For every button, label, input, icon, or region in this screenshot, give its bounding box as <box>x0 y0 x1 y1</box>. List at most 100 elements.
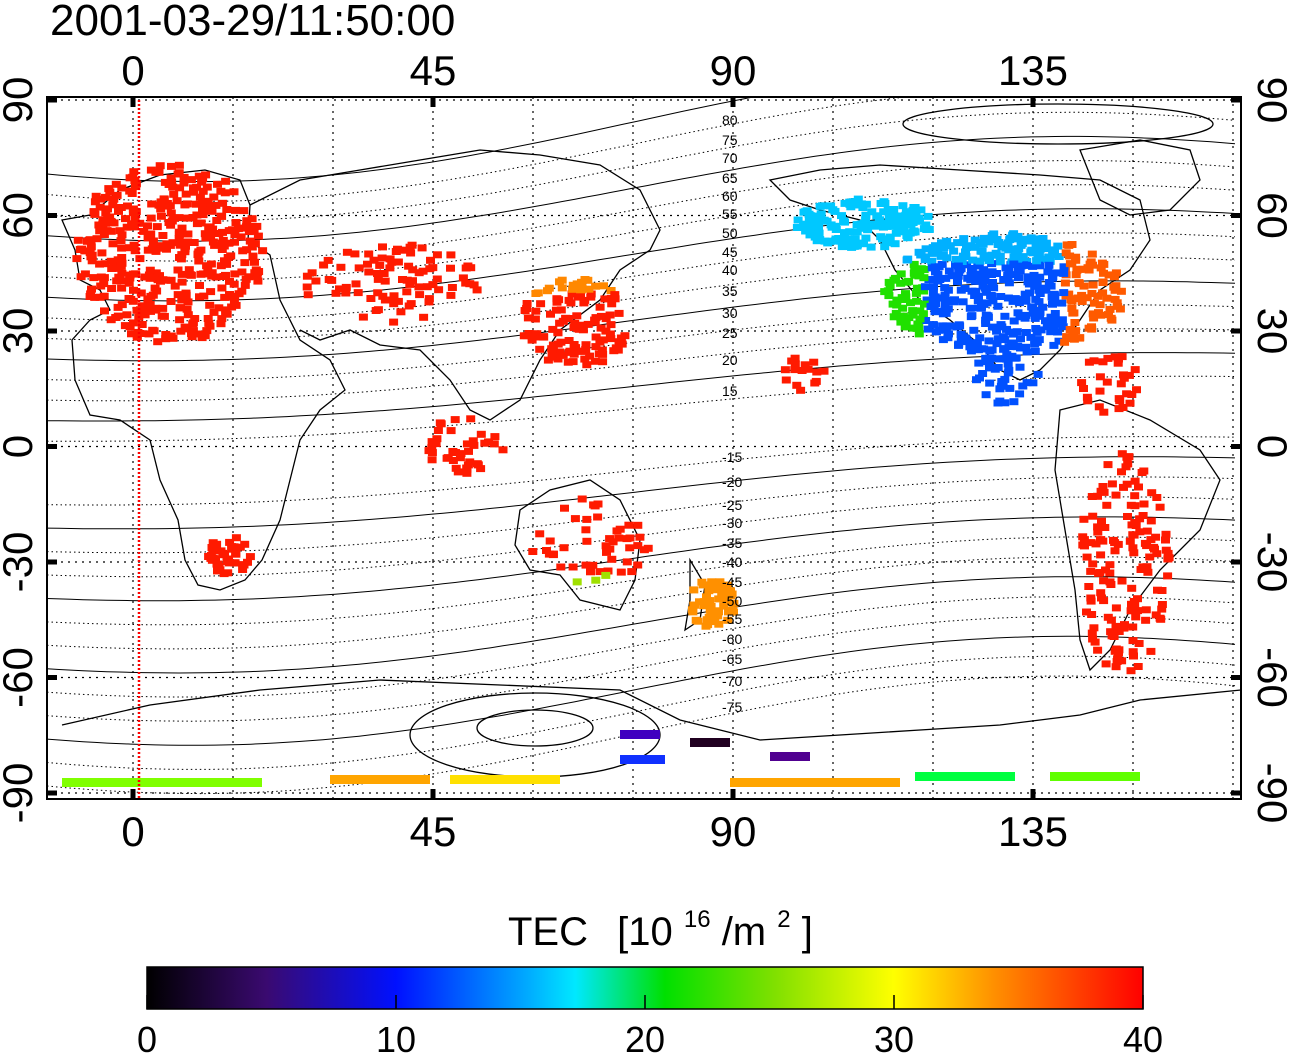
tec-sample <box>803 365 813 373</box>
tec-sample <box>988 297 998 305</box>
tec-sample <box>1028 379 1038 387</box>
tec-sample <box>902 256 912 264</box>
timestamp-title: 2001-03-29/11:50:00 <box>50 0 455 45</box>
tec-sample <box>252 272 262 280</box>
tec-sample <box>633 542 643 550</box>
tec-sample <box>236 233 246 241</box>
tec-sample <box>861 200 871 208</box>
tec-sample <box>462 469 472 477</box>
tec-sample <box>949 322 959 330</box>
tec-sample <box>1090 638 1100 646</box>
tec-sample <box>1009 317 1019 325</box>
tec-sample <box>247 215 257 223</box>
tec-sample <box>697 578 707 586</box>
tec-sample <box>127 330 136 338</box>
tec-sample <box>901 321 911 328</box>
map-area <box>47 97 1241 799</box>
tec-sample <box>184 266 194 274</box>
tec-sample <box>1060 279 1070 287</box>
tec-sample <box>1041 245 1051 253</box>
tec-sample <box>1030 282 1040 290</box>
left-lat-label: -30 <box>0 532 41 593</box>
tec-sample <box>1157 605 1167 613</box>
tec-sample <box>226 252 236 260</box>
tec-sample <box>211 201 221 209</box>
tec-sample <box>1141 616 1151 624</box>
tec-sample <box>489 440 499 448</box>
tec-sample <box>76 273 86 281</box>
tec-sample <box>896 270 906 278</box>
tec-sample <box>942 322 952 330</box>
tec-sample <box>806 212 816 220</box>
tec-sample <box>101 193 110 201</box>
tec-sample <box>1136 566 1146 573</box>
tec-sample <box>1096 551 1106 559</box>
tec-sample <box>581 561 591 569</box>
tec-sample <box>911 289 921 297</box>
tec-sample <box>244 228 254 236</box>
tec-sample <box>331 289 341 297</box>
tec-sample <box>889 313 899 321</box>
colorbar-title: TEC [10 16 /m 2 ] <box>508 906 813 954</box>
tec-sample <box>996 321 1006 329</box>
tec-sample <box>921 221 931 229</box>
tec-sample <box>406 249 416 257</box>
tec-sample <box>1044 279 1054 286</box>
tec-sample <box>853 195 863 203</box>
tec-sample <box>148 237 158 245</box>
tec-sample <box>224 239 234 247</box>
tec-sample <box>981 354 991 362</box>
tec-sample <box>953 278 962 285</box>
tec-sample <box>434 286 444 294</box>
tec-sample <box>715 578 725 586</box>
tec-sample <box>476 465 486 473</box>
tec-sample <box>222 260 232 268</box>
magnetic-lat-label: 70 <box>722 150 738 166</box>
magnetic-lat-label: -70 <box>722 673 742 689</box>
tec-sample <box>202 183 212 191</box>
tec-sample <box>781 376 791 384</box>
tec-sample <box>726 592 736 600</box>
tec-sample <box>896 279 906 287</box>
tec-sample <box>884 278 894 286</box>
tec-sample <box>886 217 896 225</box>
tec-sample <box>973 304 983 312</box>
tec-sample <box>834 235 844 242</box>
tec-sample <box>934 263 944 271</box>
tec-sample <box>414 283 424 291</box>
magnetic-lat-label: 15 <box>722 383 738 399</box>
tec-sample <box>432 275 442 283</box>
tec-sample <box>152 223 162 231</box>
tec-sample <box>560 504 569 512</box>
tec-sample <box>616 568 626 576</box>
tec-sample <box>1087 290 1097 297</box>
tec-sample <box>987 232 997 239</box>
tec-sample <box>364 250 374 258</box>
right-lat-label: -90 <box>1249 763 1292 824</box>
tec-sample <box>106 316 116 324</box>
tec-sample <box>155 242 165 250</box>
tec-sample <box>198 211 208 219</box>
tec-sample <box>231 550 241 558</box>
tec-sample <box>987 268 997 276</box>
tec-sample <box>216 547 226 555</box>
tec-sample <box>379 270 389 277</box>
tec-sample <box>1050 310 1060 317</box>
magnetic-lat-label: 40 <box>722 262 738 278</box>
magnetic-lat-label: -30 <box>722 515 742 531</box>
tec-sample <box>1028 303 1038 311</box>
top-lon-label: 135 <box>998 47 1068 94</box>
tec-sample <box>176 304 185 312</box>
tec-sample <box>177 224 187 232</box>
tec-sample <box>850 235 860 243</box>
tec-sample <box>1110 286 1120 294</box>
tec-sample <box>1021 311 1031 319</box>
magnetic-lat-label: -65 <box>722 651 742 667</box>
tec-sample <box>548 551 558 559</box>
tec-sample <box>866 243 876 251</box>
tec-sample <box>912 284 922 292</box>
tec-sample <box>1065 260 1075 268</box>
tec-sample <box>472 460 482 468</box>
tec-sample <box>870 222 880 230</box>
